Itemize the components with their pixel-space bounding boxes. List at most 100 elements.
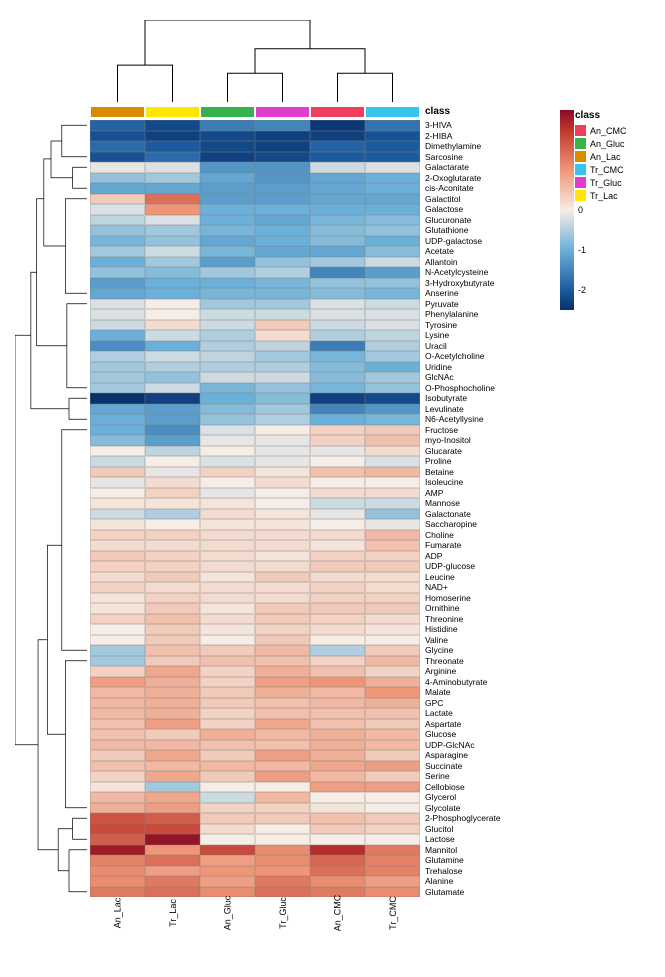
heatmap-cell	[255, 656, 310, 667]
heatmap-row	[90, 792, 420, 803]
heatmap-cell	[200, 519, 255, 530]
heatmap-cell	[200, 194, 255, 205]
heatmap-cell	[200, 456, 255, 467]
heatmap-cell	[255, 299, 310, 310]
heatmap-grid	[90, 120, 420, 897]
heatmap-cell	[90, 603, 145, 614]
row-label: ADP	[425, 551, 555, 562]
row-label: Galactose	[425, 204, 555, 215]
heatmap-cell	[310, 194, 365, 205]
heatmap-cell	[310, 750, 365, 761]
heatmap-cell	[145, 477, 200, 488]
heatmap-cell	[365, 719, 420, 730]
heatmap-cell	[90, 834, 145, 845]
heatmap-cell	[365, 540, 420, 551]
heatmap-cell	[145, 603, 200, 614]
heatmap-cell	[200, 488, 255, 499]
heatmap-cell	[200, 498, 255, 509]
heatmap-cell	[310, 645, 365, 656]
heatmap-cell	[200, 383, 255, 394]
heatmap-cell	[90, 320, 145, 331]
row-label: Lysine	[425, 330, 555, 341]
heatmap-cell	[90, 173, 145, 184]
column-class-bar-label: class	[425, 106, 450, 117]
heatmap-cell	[310, 845, 365, 856]
heatmap-cell	[310, 204, 365, 215]
heatmap-row	[90, 267, 420, 278]
heatmap-row	[90, 845, 420, 856]
heatmap-cell	[90, 540, 145, 551]
heatmap-row	[90, 666, 420, 677]
heatmap-cell	[310, 488, 365, 499]
heatmap-cell	[255, 173, 310, 184]
heatmap-cell	[145, 687, 200, 698]
heatmap-cell	[90, 771, 145, 782]
heatmap-cell	[90, 645, 145, 656]
row-label: 3-HIVA	[425, 120, 555, 131]
heatmap-cell	[200, 477, 255, 488]
row-label: N6-Acetyllysine	[425, 414, 555, 425]
row-label: Ornithine	[425, 603, 555, 614]
heatmap-cell	[90, 792, 145, 803]
heatmap-cell	[90, 435, 145, 446]
heatmap-cell	[365, 582, 420, 593]
row-label: Histidine	[425, 624, 555, 635]
heatmap-cell	[365, 876, 420, 887]
heatmap-cell	[310, 761, 365, 772]
legend-item: Tr_Lac	[575, 189, 627, 202]
heatmap-cell	[90, 614, 145, 625]
heatmap-row	[90, 236, 420, 247]
column-label: Tr_Gluc	[255, 903, 310, 921]
heatmap-cell	[200, 204, 255, 215]
heatmap-cell	[90, 236, 145, 247]
column-class-cell	[200, 106, 255, 118]
heatmap-cell	[90, 152, 145, 163]
heatmap-cell	[90, 876, 145, 887]
row-label: Glycolate	[425, 803, 555, 814]
heatmap-row	[90, 120, 420, 131]
heatmap-cell	[200, 414, 255, 425]
heatmap-cell	[255, 645, 310, 656]
heatmap-cell	[200, 404, 255, 415]
row-dendrogram	[15, 120, 87, 897]
heatmap-cell	[145, 330, 200, 341]
heatmap-cell	[90, 813, 145, 824]
heatmap-row	[90, 719, 420, 730]
heatmap-cell	[255, 782, 310, 793]
row-label: Fumarate	[425, 540, 555, 551]
heatmap-cell	[200, 845, 255, 856]
colorbar-tick: -1	[578, 245, 586, 255]
heatmap-cell	[365, 236, 420, 247]
row-label: NAD+	[425, 582, 555, 593]
heatmap-cell	[310, 540, 365, 551]
heatmap-cell	[200, 141, 255, 152]
heatmap-cell	[365, 404, 420, 415]
legend-label: An_CMC	[590, 126, 627, 136]
heatmap-cell	[90, 498, 145, 509]
heatmap-cell	[255, 330, 310, 341]
heatmap-cell	[310, 257, 365, 268]
heatmap-cell	[145, 456, 200, 467]
heatmap-row	[90, 257, 420, 268]
heatmap-cell	[145, 572, 200, 583]
row-label: 4-Aminobutyrate	[425, 677, 555, 688]
heatmap-row	[90, 299, 420, 310]
row-label: Cellobiose	[425, 782, 555, 793]
legend-swatch	[575, 138, 586, 149]
heatmap-cell	[255, 183, 310, 194]
heatmap-cell	[365, 561, 420, 572]
heatmap-cell	[90, 666, 145, 677]
heatmap-cell	[365, 740, 420, 751]
column-class-cell	[255, 106, 310, 118]
heatmap-cell	[365, 614, 420, 625]
heatmap-cell	[255, 341, 310, 352]
column-label: An_Lac	[90, 903, 145, 921]
heatmap-cell	[310, 183, 365, 194]
heatmap-cell	[310, 530, 365, 541]
heatmap-cell	[255, 519, 310, 530]
heatmap-cell	[365, 320, 420, 331]
heatmap-row	[90, 456, 420, 467]
row-label: Tyrosine	[425, 320, 555, 331]
row-label: Proline	[425, 456, 555, 467]
heatmap-cell	[90, 572, 145, 583]
